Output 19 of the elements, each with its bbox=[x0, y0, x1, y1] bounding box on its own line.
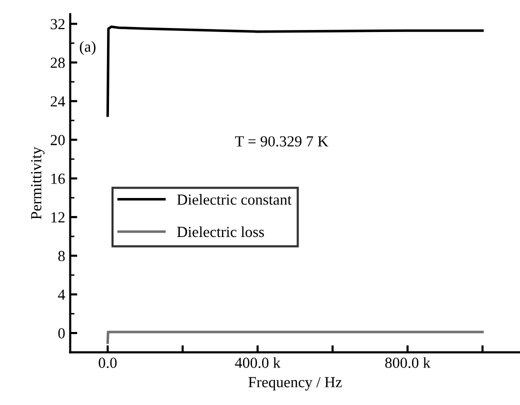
y-tick-label: 16 bbox=[51, 174, 65, 184]
annotation: T = 90.329 7 K bbox=[235, 136, 328, 147]
annotation: (a) bbox=[80, 41, 96, 55]
x-tick-label: 0.0 bbox=[98, 358, 117, 368]
legend-label: Dielectric loss bbox=[177, 226, 264, 238]
y-axis-title: Permittivity bbox=[31, 146, 45, 220]
y-tick-label: 12 bbox=[51, 212, 64, 222]
y-tick-label: 4 bbox=[58, 290, 66, 300]
x-tick-label: 400.0 k bbox=[235, 357, 281, 368]
legend-label: Dielectric constant bbox=[177, 194, 292, 205]
y-tick-label: 32 bbox=[50, 19, 64, 30]
x-axis-title: Frequency / Hz bbox=[248, 377, 342, 390]
y-tick-label: 20 bbox=[50, 134, 65, 146]
y-tick-label: 28 bbox=[50, 58, 65, 68]
y-tick-label: 24 bbox=[50, 96, 66, 106]
x-tick-label: 800.0 k bbox=[385, 357, 430, 368]
y-tick-label: 0 bbox=[58, 328, 65, 338]
line-series bbox=[106, 25, 484, 117]
y-tick-label: 8 bbox=[58, 250, 65, 262]
